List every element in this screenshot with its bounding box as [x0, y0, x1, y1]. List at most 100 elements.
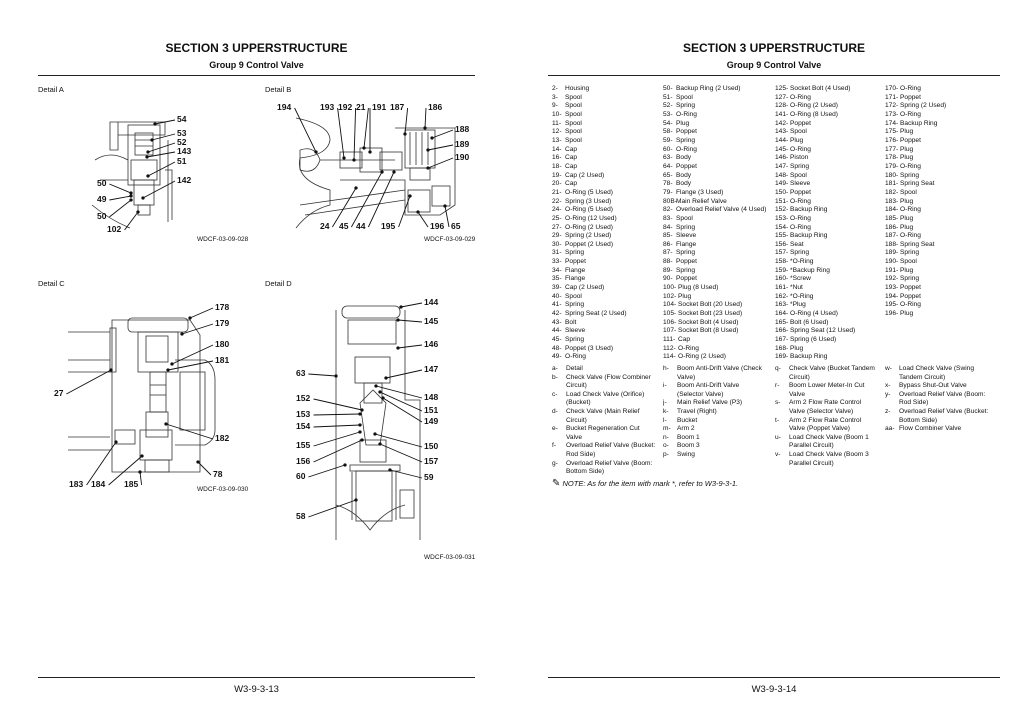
part-number: 43- — [552, 318, 562, 326]
leader-line — [109, 195, 132, 201]
section-title: SECTION 3 UPPERSTRUCTURE — [682, 41, 866, 55]
part-item: 16- Cap — [552, 154, 627, 163]
legend-key: l- — [663, 416, 667, 424]
part-name: Bolt (6 Used) — [790, 318, 829, 326]
part-number: 158- — [775, 258, 789, 266]
leader-line — [86, 441, 117, 486]
part-name: Spring — [676, 223, 696, 231]
part-item: 153- O-Ring — [775, 215, 855, 224]
part-name: Spool — [565, 128, 582, 136]
part-name: O-Ring — [790, 93, 811, 101]
part-name: Bolt — [565, 318, 577, 326]
part-name: Overload Relief Valve (4 Used) — [676, 206, 767, 214]
leader-line — [367, 171, 395, 228]
leader-line — [444, 205, 450, 228]
part-number: 3- — [552, 93, 558, 101]
part-name: Spool — [565, 93, 582, 101]
left-page: SECTION 3 UPPERSTRUCTURE Group 9 Control… — [38, 0, 475, 727]
part-name: Socket Bolt (8 Used) — [678, 327, 739, 335]
part-item: 157- Spring — [775, 249, 855, 258]
part-number: 195- — [885, 301, 899, 309]
legend-text: Arm 2 — [677, 425, 695, 433]
part-name: Poppet — [676, 275, 697, 283]
part-item: 13- Spool — [552, 137, 627, 146]
part-name: Cap — [565, 145, 578, 153]
callout-number: 63 — [296, 368, 306, 378]
part-item: 184- O-Ring — [885, 206, 946, 215]
leader-line — [313, 424, 361, 428]
part-item: 143- Spool — [775, 128, 855, 137]
part-number: 170- — [885, 85, 899, 92]
part-number: 82- — [663, 206, 673, 214]
header-rule — [38, 75, 475, 76]
part-name: Backup Ring — [790, 206, 828, 214]
part-number: 85- — [663, 232, 673, 240]
part-item: 166- Spring Seat (12 Used) — [775, 327, 855, 336]
part-number: 34- — [552, 266, 562, 274]
part-item: 78- Body — [663, 180, 766, 189]
leader-line — [66, 369, 112, 395]
part-name: *O-Ring — [790, 258, 814, 266]
legend-key: h- — [663, 365, 669, 372]
part-name: Cap — [565, 180, 578, 188]
part-name: Spool — [565, 110, 582, 118]
part-item: 195- O-Ring — [885, 301, 946, 310]
part-name: Spring Seat (2 Used) — [565, 310, 627, 318]
leader-line — [147, 142, 176, 153]
part-name: Body — [676, 180, 692, 188]
figure-caption: WDCF-03-09-030 — [197, 486, 249, 493]
arrowhead — [150, 138, 154, 142]
footer-rule — [38, 677, 475, 678]
legend-text: Arm 2 Flow Rate Control Valve (Poppet Va… — [789, 416, 862, 433]
part-item: 142- Poppet — [775, 120, 855, 129]
legend-key: e- — [552, 425, 558, 433]
callout-number: 193 — [320, 102, 335, 112]
part-number: 19- — [552, 171, 562, 179]
part-number: 143- — [775, 128, 789, 136]
legend-key: y- — [885, 390, 891, 398]
part-number: 155- — [775, 232, 789, 240]
legend-text: Boom 1 — [677, 433, 700, 441]
part-number: 83- — [663, 214, 673, 222]
part-item: 100- Plug (8 Used) — [663, 284, 766, 293]
part-item: 146- Piston — [775, 154, 855, 163]
arrowhead — [378, 390, 382, 394]
part-name: Plug — [790, 344, 804, 352]
parts-list-column: 125- Socket Bolt (4 Used) 127- O-Ring 128- O-… — [775, 85, 855, 362]
note-text: NOTE: As for the item with mark *, refer… — [562, 479, 739, 488]
part-item: 177- Plug — [885, 146, 946, 155]
callout-number: 187 — [390, 102, 405, 112]
arrowhead — [354, 186, 358, 190]
part-name: Poppet — [790, 119, 811, 127]
part-name: *Plug — [790, 301, 806, 309]
legend-text: Swing — [677, 450, 695, 458]
legend-key: m- — [663, 425, 671, 433]
parts-list-column: 50- Backup Ring (2 Used) 51- Spool 52- Spring… — [663, 85, 766, 362]
part-number: 188- — [885, 240, 899, 248]
leader-line — [375, 385, 423, 399]
part-number: 181- — [885, 180, 899, 188]
part-item: 11- Spool — [552, 120, 627, 129]
part-item: 21- O-Ring (5 Used) — [552, 189, 627, 198]
part-number: 172- — [885, 102, 899, 110]
part-name: *Backup Ring — [790, 266, 830, 274]
part-number: 88- — [663, 258, 673, 266]
arrowhead — [196, 460, 200, 464]
part-name: Poppet — [900, 284, 921, 292]
part-item: 35- Flange — [552, 275, 627, 284]
part-number: 192- — [885, 275, 899, 283]
leader-line — [382, 397, 423, 423]
part-name: Plug — [900, 197, 914, 205]
part-number: 89- — [663, 266, 673, 274]
callout-number: 52 — [177, 137, 187, 147]
part-number: 29- — [552, 232, 562, 240]
part-item: 163- *Plug — [775, 301, 855, 310]
part-item: 25- O-Ring (12 Used) — [552, 215, 627, 224]
part-item: 40- Spool — [552, 293, 627, 302]
part-name: O-Ring — [790, 214, 811, 222]
part-item: 50- Backup Ring (2 Used) — [663, 85, 766, 94]
part-item: 154- O-Ring — [775, 224, 855, 233]
callout-number: 27 — [54, 388, 64, 398]
part-item: 29- Spring (2 Used) — [552, 232, 627, 241]
part-item: 58- Poppet — [663, 128, 766, 137]
